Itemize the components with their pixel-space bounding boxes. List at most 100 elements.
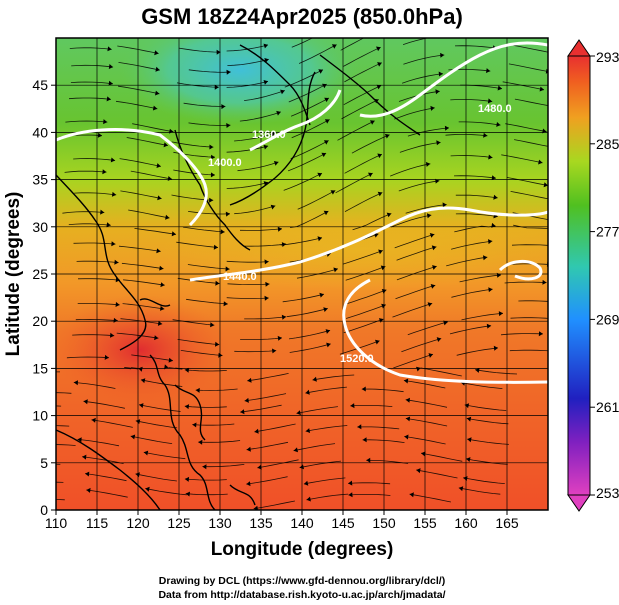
streamline xyxy=(91,419,133,428)
streamline xyxy=(335,172,373,194)
streamline-arrow xyxy=(386,212,392,218)
streamline-arrow xyxy=(192,422,197,428)
streamline xyxy=(234,205,276,215)
streamline xyxy=(226,260,269,263)
streamline xyxy=(72,334,115,337)
streamline-arrow xyxy=(488,239,493,245)
streamline xyxy=(351,134,390,154)
streamline xyxy=(188,122,231,126)
streamline-arrow xyxy=(108,80,113,86)
credit-drawing: Drawing by DCL (https://www.gfd-dennou.o… xyxy=(159,575,445,587)
streamline-arrow xyxy=(254,428,259,434)
streamline-arrow xyxy=(552,104,556,109)
streamline-arrow xyxy=(324,119,330,124)
streamline xyxy=(132,123,174,133)
streamline xyxy=(510,191,548,200)
streamline-arrow xyxy=(145,486,150,492)
streamline-arrow xyxy=(497,85,502,91)
x-tick-label: 120 xyxy=(126,515,150,531)
streamline-arrow xyxy=(438,71,443,77)
streamline xyxy=(298,44,337,64)
streamline xyxy=(284,69,324,88)
streamline xyxy=(282,293,324,303)
streamline xyxy=(180,350,223,356)
streamline xyxy=(126,137,168,146)
streamline-arrow xyxy=(130,434,136,440)
streamline-arrow xyxy=(442,202,447,208)
streamline xyxy=(403,54,445,65)
x-tick-label: 110 xyxy=(45,515,68,531)
contour-label-1520: 1520.0 xyxy=(340,353,374,365)
streamline-arrow xyxy=(325,329,331,334)
streamline-arrow xyxy=(375,339,380,345)
streamline xyxy=(343,85,382,106)
wind-streamlines xyxy=(30,29,556,510)
streamline xyxy=(227,58,269,66)
streamline xyxy=(283,172,323,191)
streamline-arrow xyxy=(330,190,336,195)
streamline xyxy=(348,482,391,485)
streamline xyxy=(82,456,124,464)
streamline-arrow xyxy=(223,301,228,307)
streamline-arrow xyxy=(184,404,190,410)
streamline xyxy=(352,213,392,231)
streamline xyxy=(290,97,330,117)
streamline-arrow xyxy=(551,226,555,231)
streamline-arrow xyxy=(306,496,311,502)
streamline-arrow xyxy=(215,280,220,286)
streamline xyxy=(463,477,505,484)
streamline xyxy=(56,444,76,446)
streamline xyxy=(446,256,488,267)
streamline-arrow xyxy=(277,226,282,232)
chart-title: GSM 18Z24Apr2025 (850.0hPa) xyxy=(141,4,463,29)
colorbar-tick-label: 269 xyxy=(596,311,619,327)
streamline xyxy=(66,356,109,359)
streamline xyxy=(398,180,440,192)
streamline xyxy=(297,190,336,210)
streamline xyxy=(202,464,245,468)
streamline xyxy=(501,154,543,164)
streamline xyxy=(234,350,277,353)
streamline-arrow xyxy=(30,391,34,396)
x-tick-label: 145 xyxy=(331,515,355,531)
streamline-arrow xyxy=(483,132,488,138)
streamline-arrow xyxy=(143,450,149,456)
x-axis-ticks: 110 115 120 125 130 135 140 145 150 155 160 165 xyxy=(45,510,519,531)
credit-data: Data from http://database.rish.kyoto-u.a… xyxy=(158,589,445,601)
streamline-arrow xyxy=(305,389,310,395)
streamline-arrow xyxy=(430,284,436,289)
streamline xyxy=(339,340,380,355)
streamline xyxy=(135,420,178,429)
streamline-arrow xyxy=(486,68,491,73)
streamline-arrow xyxy=(82,454,87,460)
streamline xyxy=(337,120,375,141)
streamline xyxy=(176,241,219,248)
streamline-arrow xyxy=(551,145,555,150)
streamline-arrow xyxy=(384,133,390,139)
streamline-arrow xyxy=(86,487,91,493)
streamline-arrow xyxy=(318,69,323,74)
streamline-arrow xyxy=(496,122,501,127)
streamline xyxy=(407,321,448,336)
streamline xyxy=(244,243,287,247)
streamline-arrow xyxy=(493,194,498,200)
x-tick-label: 135 xyxy=(249,515,273,531)
streamline-arrow xyxy=(73,380,78,386)
streamline xyxy=(511,244,548,246)
streamline-arrow xyxy=(225,266,230,272)
streamline xyxy=(466,458,508,465)
streamline xyxy=(455,213,498,217)
streamline-arrow xyxy=(77,437,82,443)
streamline-arrow xyxy=(376,84,382,90)
streamline xyxy=(401,73,443,84)
streamline-arrow xyxy=(317,172,322,178)
streamline-arrow xyxy=(325,29,330,33)
streamline xyxy=(305,386,347,394)
streamline xyxy=(183,102,226,107)
streamline xyxy=(390,214,432,228)
streamline xyxy=(118,85,160,95)
streamline xyxy=(120,190,162,199)
streamline xyxy=(68,97,111,100)
streamline-arrow xyxy=(113,317,118,323)
streamline-arrow xyxy=(97,132,102,138)
